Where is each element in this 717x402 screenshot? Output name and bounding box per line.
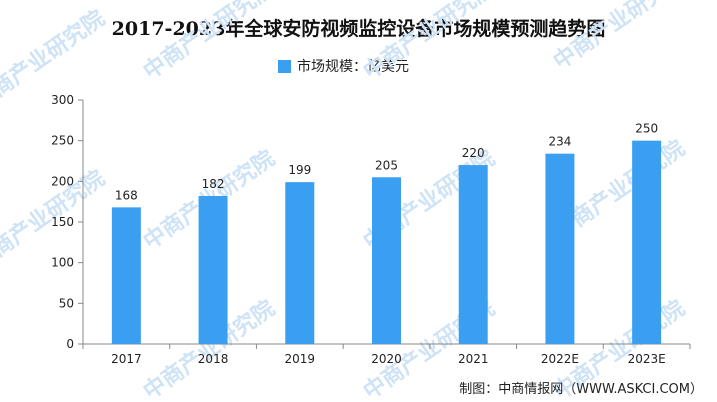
bar — [285, 182, 315, 344]
legend-swatch — [278, 59, 291, 73]
legend: 市场规模：亿美元 — [278, 57, 409, 75]
y-tick-label: 200 — [51, 174, 74, 188]
bar — [111, 207, 141, 344]
x-tick-label: 2021 — [458, 352, 489, 366]
bars — [111, 140, 662, 344]
x-tick-label: 2019 — [285, 352, 316, 366]
watermark-text: 中商产业研究院 — [549, 0, 690, 75]
bar — [372, 177, 401, 344]
data-label: 220 — [462, 146, 485, 160]
x-tick-label: 2022E — [541, 352, 579, 366]
data-label: 168 — [115, 188, 138, 202]
data-label: 182 — [202, 177, 225, 191]
source-note: 制图：中商情报网（WWW.ASKCI.COM） — [459, 382, 703, 397]
data-label: 250 — [635, 122, 658, 136]
bar — [458, 165, 488, 344]
x-tick-label: 2020 — [371, 352, 402, 366]
x-tick-label: 2023E — [628, 352, 666, 366]
y-tick-label: 250 — [51, 134, 74, 148]
bar — [198, 195, 228, 344]
data-label: 199 — [288, 163, 311, 177]
y-tick-label: 150 — [51, 215, 74, 229]
chart-title: 2017-2023年全球安防视频监控设备市场规模预测趋势图 — [111, 18, 606, 40]
bar — [632, 140, 662, 344]
x-tick-label: 2018 — [198, 352, 229, 366]
data-label: 234 — [548, 135, 571, 149]
y-tick-label: 300 — [51, 93, 74, 107]
y-tick-label: 0 — [66, 337, 74, 351]
legend-label: 市场规模：亿美元 — [297, 59, 409, 75]
data-labels: 168 182 199 205 220 234 250 — [115, 122, 658, 203]
data-label: 205 — [375, 158, 398, 172]
watermark-text: 中商产业研究院 — [359, 0, 500, 85]
y-tick-label: 50 — [59, 296, 74, 310]
bar — [545, 153, 575, 344]
x-tick-label: 2017 — [111, 352, 142, 366]
y-tick-label: 100 — [51, 256, 74, 270]
watermark-text: 中商产业研究院 — [139, 0, 280, 85]
